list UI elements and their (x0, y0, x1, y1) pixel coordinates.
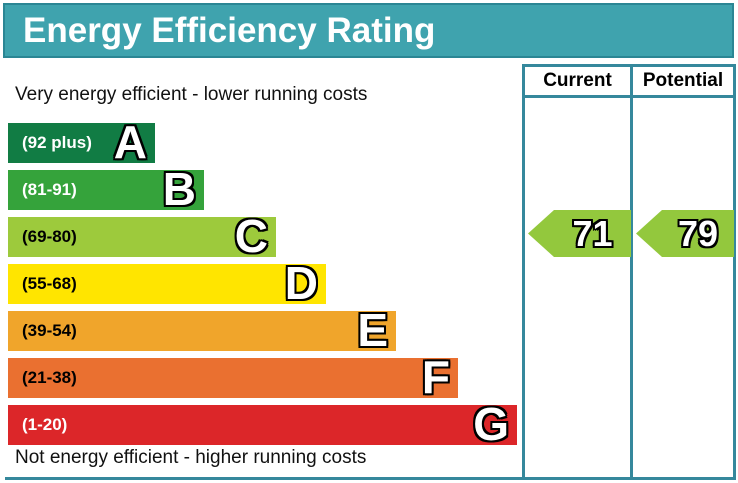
band-range-label: (21-38) (22, 368, 77, 387)
bottom-note: Not energy efficient - higher running co… (15, 447, 367, 468)
band-range-label: (39-54) (22, 321, 77, 340)
top-note: Very energy efficient - lower running co… (15, 84, 368, 105)
current-rating-arrow: 71 (528, 210, 631, 257)
grid-hline-under-colheads (522, 95, 736, 98)
grid-hline-bottom (5, 477, 736, 480)
grid-vline-1 (522, 64, 525, 480)
current-arrow-polygon (528, 210, 631, 257)
rating-band-D: (55-68) D (8, 260, 326, 306)
grid-vline-right (733, 64, 736, 480)
rating-band-C: (69-80) C (8, 213, 276, 259)
current-column-header: Current (543, 70, 612, 91)
potential-rating-value: 79 (677, 212, 719, 254)
current-rating-value: 71 (572, 212, 613, 254)
band-range-label: (55-68) (22, 274, 77, 293)
band-letter: C (234, 210, 268, 262)
left-arrow-shape-icon (528, 210, 631, 257)
potential-column-header: Potential (642, 70, 724, 91)
potential-rating-arrow: 79 (636, 210, 734, 257)
band-range-label: (1-20) (22, 415, 68, 434)
rating-band-E: (39-54) E (8, 307, 396, 353)
band-letter: A (113, 116, 147, 168)
page-title: Energy Efficiency Rating (23, 10, 436, 50)
band-range-label: (69-80) (22, 227, 77, 246)
band-range-label: (81-91) (22, 180, 77, 199)
band-letter: F (421, 351, 450, 403)
grid-vline-2 (630, 64, 633, 480)
band-range-label: (92 plus) (22, 133, 92, 152)
band-letter: B (162, 163, 196, 215)
rating-band-G: (1-20) G (8, 401, 517, 447)
rating-band-B: (81-91) B (8, 166, 204, 212)
band-letter: G (473, 398, 509, 450)
band-letter: E (357, 304, 388, 356)
potential-arrow-polygon (636, 210, 734, 257)
grid-hline-top (522, 64, 736, 67)
left-arrow-shape-icon (636, 210, 734, 257)
band-letter: D (284, 257, 318, 309)
rating-band-A: (92 plus) A (8, 119, 155, 165)
chart-header: Energy Efficiency Rating (3, 3, 734, 58)
rating-band-F: (21-38) F (8, 354, 458, 400)
